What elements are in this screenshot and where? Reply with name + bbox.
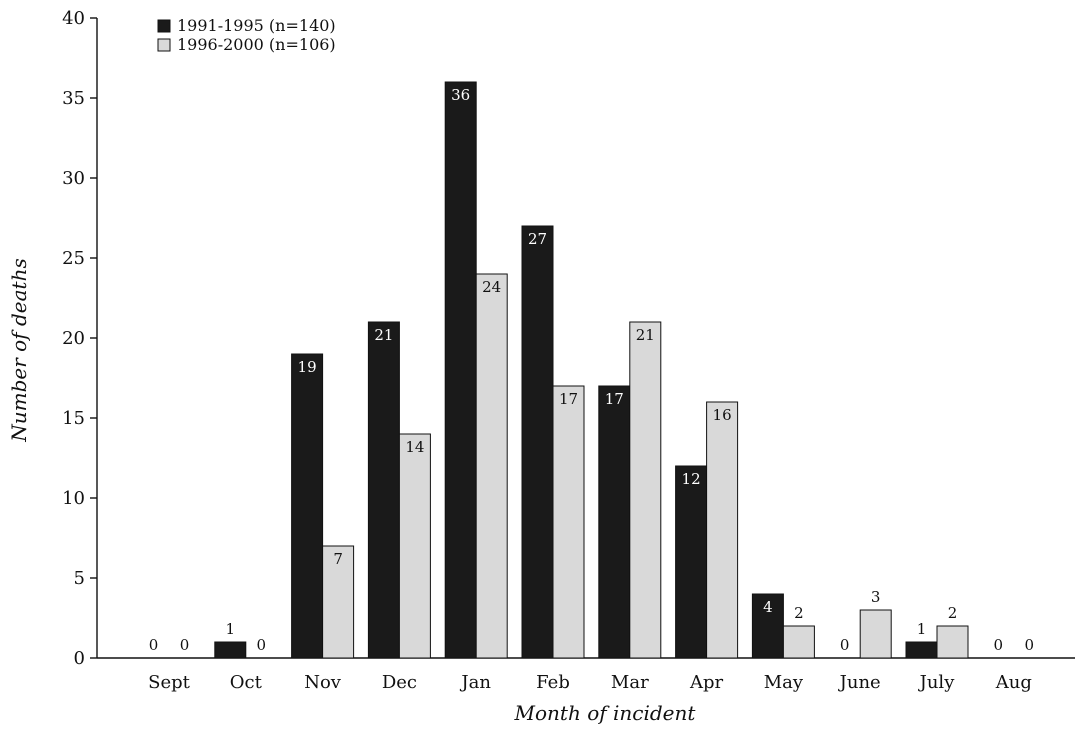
x-axis: Sept Oct Nov Dec Jan Feb Mar Apr May June July Aug [97, 657, 1075, 693]
data-label: 0 [1025, 636, 1035, 654]
bar-series-1-mar [598, 385, 631, 659]
bar-series-1-nov [291, 353, 324, 659]
data-label: 7 [333, 550, 343, 568]
data-label: 21 [636, 326, 655, 344]
y-tick-label: 35 [62, 88, 85, 109]
bar-series-2-june [859, 609, 892, 659]
x-tick-label: June [838, 672, 881, 693]
x-tick-label: Mar [611, 672, 649, 693]
bar-series-1-oct [214, 641, 247, 659]
x-tick-label: Jan [459, 672, 491, 693]
bar-series-1-jan [444, 81, 477, 659]
bar-series-2-july [936, 625, 969, 659]
data-label: 16 [713, 406, 732, 424]
y-tick-label: 25 [62, 248, 85, 269]
bar-series-1-dec [367, 321, 400, 659]
data-label: 4 [763, 598, 773, 616]
bar-series-2-may [782, 625, 815, 659]
bar-series-2-apr [706, 401, 739, 659]
y-axis-title: Number of deaths [7, 258, 31, 442]
bar-series-2-feb [552, 385, 585, 659]
y-tick-label: 15 [62, 408, 85, 429]
bar-series-2-dec [398, 433, 431, 659]
bars [214, 81, 969, 659]
x-tick-label: Dec [382, 672, 417, 693]
data-label: 17 [559, 390, 578, 408]
bar-series-2-jan [475, 273, 508, 659]
x-tick-label: Nov [304, 672, 342, 693]
y-tick-label: 20 [62, 328, 85, 349]
x-axis-title: Month of incident [514, 701, 697, 725]
y-tick-label: 40 [62, 8, 85, 29]
legend: 1991-1995 (n=140)1996-2000 (n=106) [157, 16, 336, 54]
bar-series-2-nov [322, 545, 355, 659]
bar-series-1-july [905, 641, 938, 659]
y-tick-label: 0 [74, 648, 85, 669]
legend-swatch-1 [157, 19, 171, 33]
y-tick-label: 10 [62, 488, 85, 509]
data-label: 14 [405, 438, 424, 456]
x-tick-label: Sept [148, 672, 191, 693]
y-tick-label: 5 [74, 568, 85, 589]
data-label: 27 [528, 230, 547, 248]
x-tick-label: July [918, 672, 956, 693]
y-axis: 0 5 10 15 20 25 30 35 40 [62, 8, 98, 669]
data-label: 0 [994, 636, 1004, 654]
data-label: 24 [482, 278, 501, 296]
y-tick-label: 30 [62, 168, 85, 189]
x-tick-label: Apr [689, 672, 724, 693]
data-label: 1 [917, 620, 927, 638]
data-label: 0 [840, 636, 850, 654]
data-labels: 0 1 19 21 36 27 17 12 4 0 1 0 0 0 7 14 24 17 21 16 2 3 2 0 [149, 86, 1034, 654]
legend-label-1: 1991-1995 (n=140) [177, 16, 336, 35]
data-label: 0 [180, 636, 190, 654]
data-label: 1 [226, 620, 236, 638]
data-label: 19 [298, 358, 317, 376]
data-label: 12 [682, 470, 701, 488]
data-label: 0 [149, 636, 159, 654]
x-tick-label: May [764, 672, 804, 693]
legend-label-2: 1996-2000 (n=106) [177, 35, 336, 54]
bar-series-1-may [751, 593, 784, 659]
legend-swatch-2 [157, 38, 171, 52]
data-label: 21 [374, 326, 393, 344]
data-label: 17 [605, 390, 624, 408]
x-tick-label: Oct [230, 672, 263, 693]
data-label: 2 [948, 604, 958, 622]
x-tick-label: Feb [536, 672, 570, 693]
bar-series-1-feb [521, 225, 554, 659]
bar-series-2-mar [629, 321, 662, 659]
x-tick-label: Aug [995, 672, 1032, 693]
data-label: 3 [871, 588, 881, 606]
bar-series-1-apr [675, 465, 708, 659]
data-label: 0 [257, 636, 267, 654]
data-label: 2 [794, 604, 804, 622]
data-label: 36 [451, 86, 470, 104]
